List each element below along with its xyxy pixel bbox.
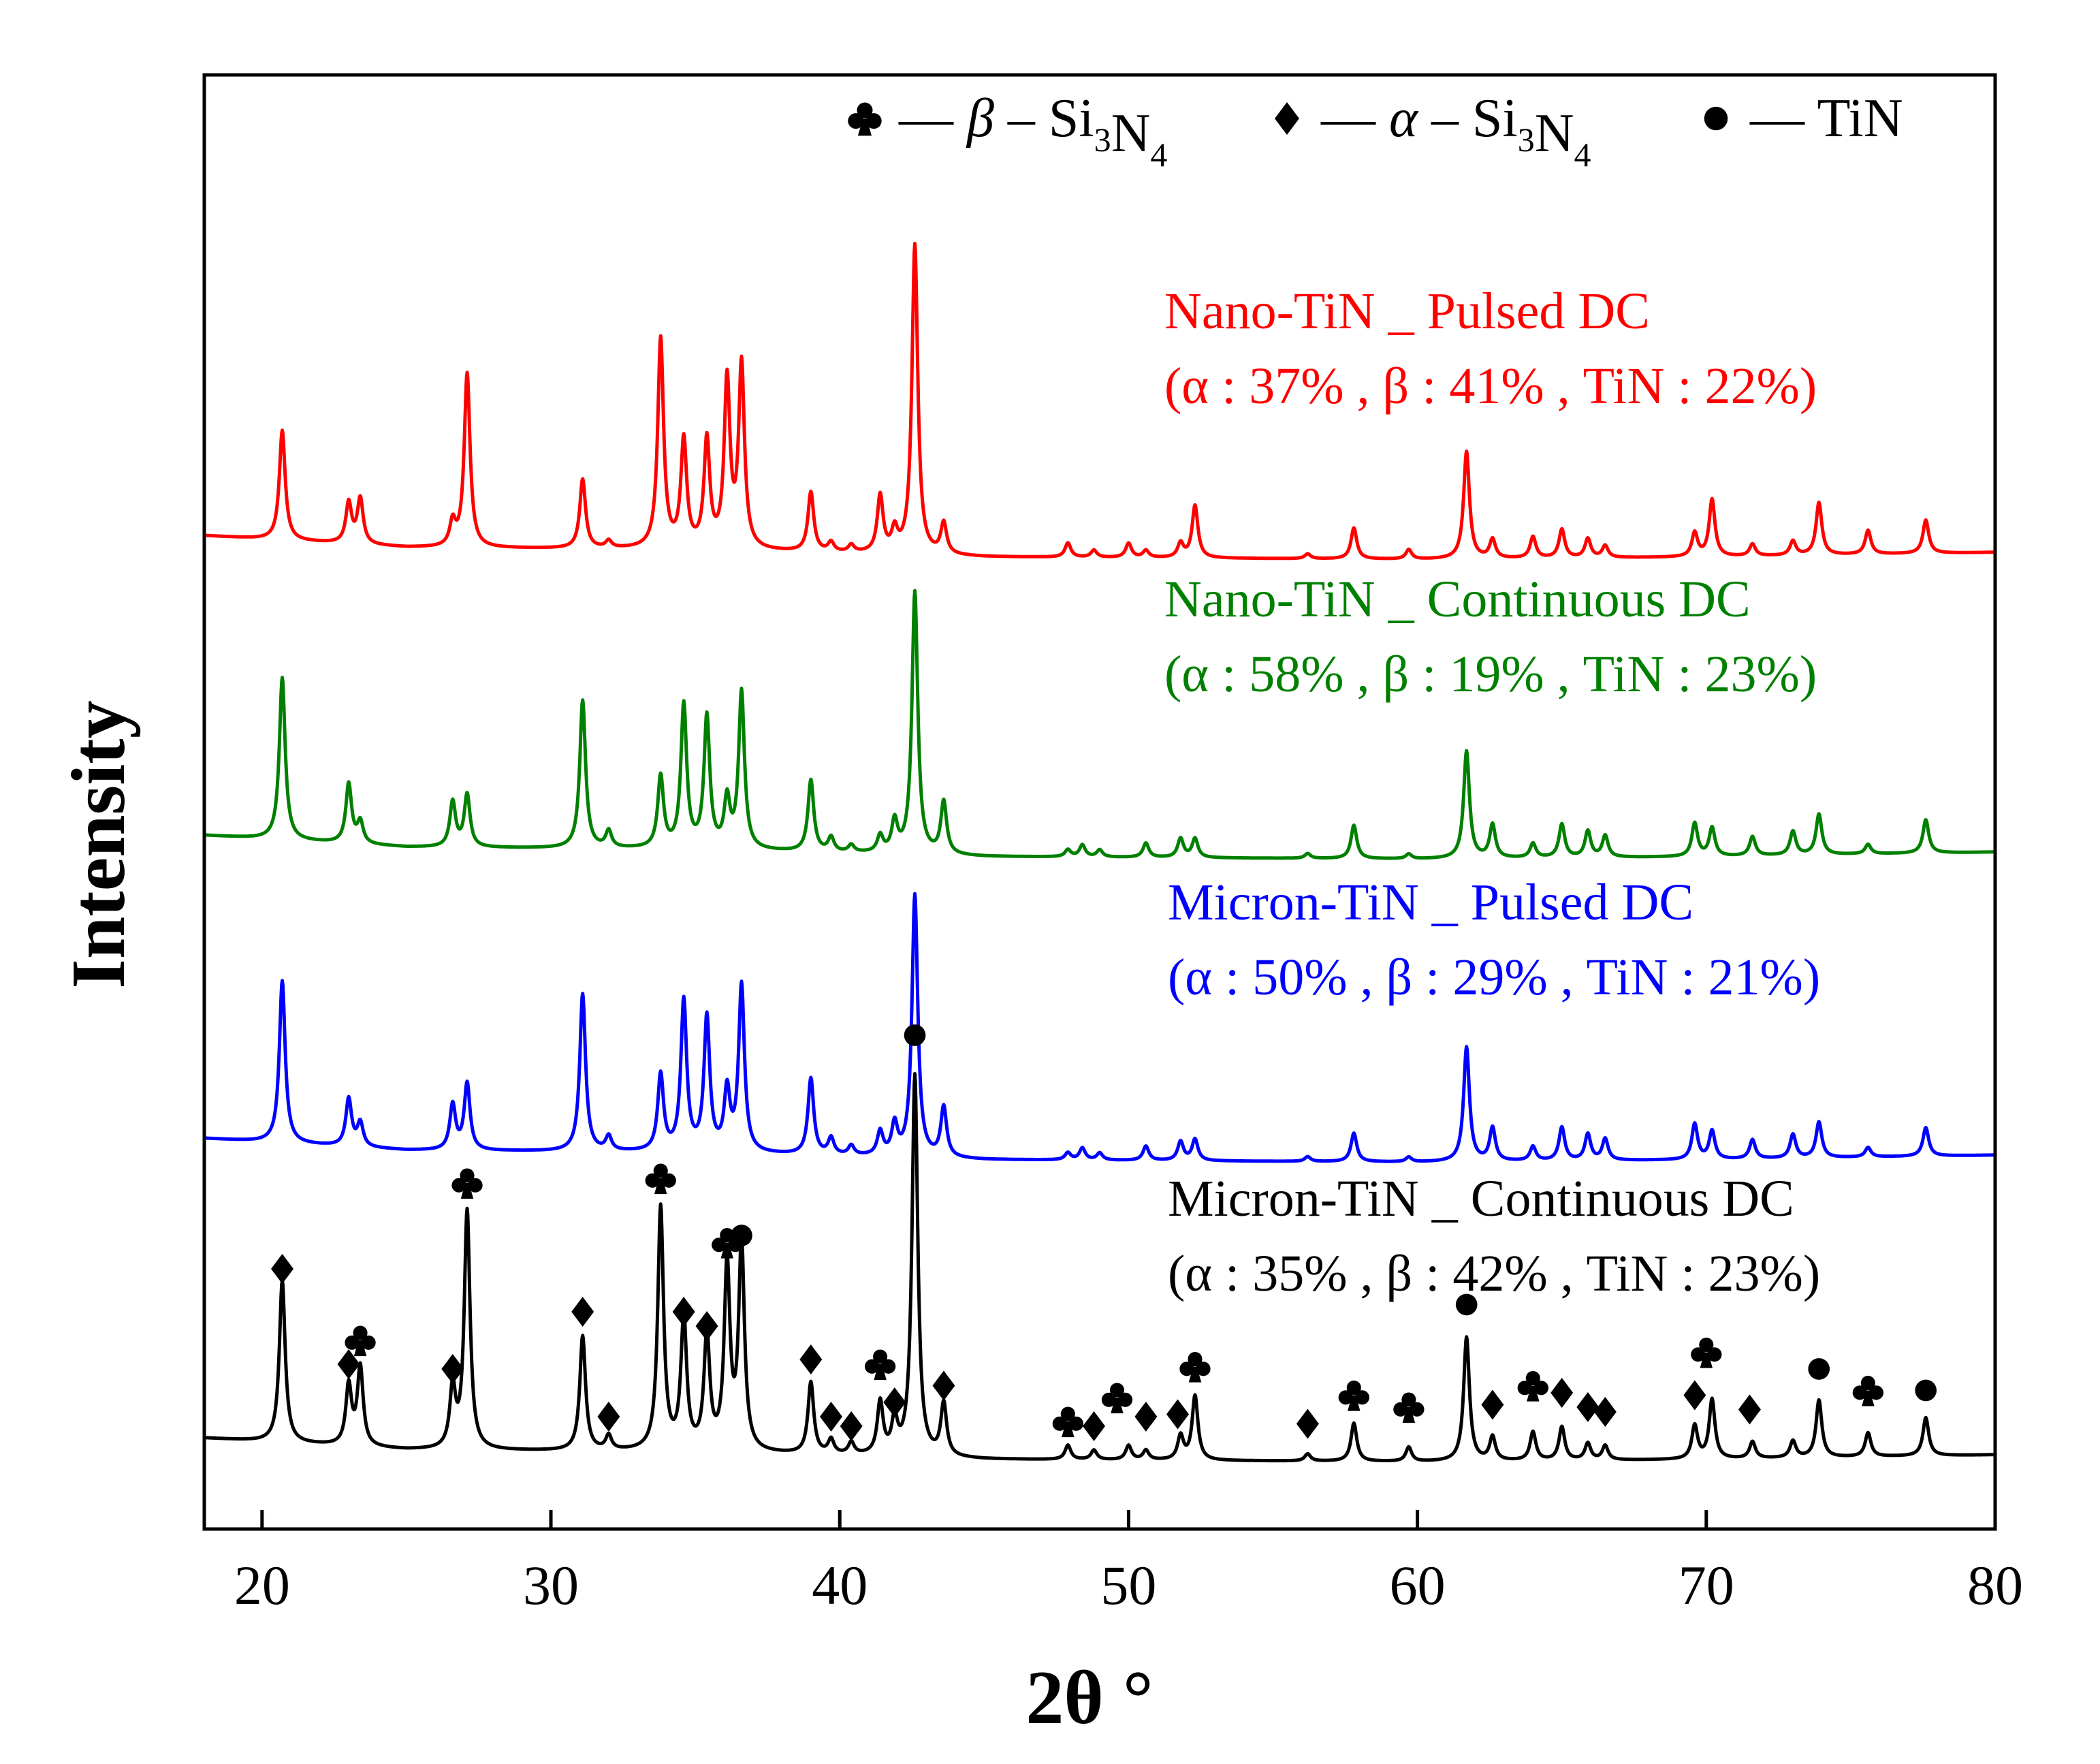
phase-marker-club	[1338, 1380, 1369, 1411]
legend-dot-icon	[1704, 106, 1728, 131]
y-axis-label: Intensity	[57, 700, 141, 988]
marker-layer	[271, 1024, 1937, 1441]
series-line-micron-tin-pulsed-dc	[203, 892, 1996, 1163]
x-tick-label: 40	[812, 1554, 868, 1616]
legend-entry-label: — TiN	[1749, 89, 1903, 148]
phase-marker-club	[1101, 1383, 1133, 1414]
x-tick-label: 30	[523, 1554, 579, 1616]
phase-marker-diamond	[840, 1411, 863, 1441]
series-name-label: Nano-TiN _ Continuous DC	[1164, 571, 1751, 628]
legend-club-icon	[848, 102, 882, 136]
series-composition-label: (α : 58% , β : 19% , TiN : 23%)	[1164, 646, 1817, 703]
legend-entry-label: — α – Si3N4	[1320, 89, 1591, 174]
series-composition-label: (α : 35% , β : 42% , TiN : 23%)	[1168, 1245, 1820, 1302]
x-axis: 20 30 40 50 60 70 80	[234, 1510, 2023, 1616]
phase-marker-club	[1179, 1351, 1211, 1383]
phase-marker-club	[345, 1325, 376, 1357]
phase-marker-diamond	[1134, 1402, 1158, 1432]
legend-diamond-icon	[1275, 102, 1299, 135]
plot-frame	[202, 73, 1997, 1531]
phase-marker-diamond	[695, 1311, 718, 1341]
phase-marker-dot	[1455, 1293, 1478, 1316]
phase-marker-diamond	[1593, 1397, 1617, 1427]
phase-marker-club	[645, 1163, 676, 1195]
series-line-micron-tin-continuous-dc	[203, 1072, 1996, 1463]
x-tick-label: 80	[1967, 1554, 2023, 1616]
series-labels: Micron-TiN _ Continuous DC (α : 35% , β :…	[1164, 283, 1820, 1302]
legend: — β – Si3N4 — α – Si3N4 — TiN	[848, 89, 1903, 174]
series-name-label: Nano-TiN _ Pulsed DC	[1164, 283, 1650, 340]
phase-marker-diamond	[1083, 1411, 1106, 1441]
phase-marker-diamond	[571, 1297, 594, 1327]
phase-marker-diamond	[441, 1354, 464, 1384]
series-line-nano-tin-pulsed-dc	[203, 242, 1996, 561]
phase-marker-club	[451, 1168, 483, 1199]
x-tick-label: 50	[1100, 1554, 1156, 1616]
phase-marker-diamond	[597, 1402, 620, 1432]
phase-marker-diamond	[1576, 1392, 1600, 1422]
phase-marker-club	[1052, 1406, 1083, 1438]
phase-marker-club	[1393, 1392, 1425, 1423]
phase-marker-diamond	[1550, 1378, 1574, 1408]
x-tick-label: 60	[1390, 1554, 1446, 1616]
phase-marker-diamond	[799, 1344, 823, 1374]
phase-marker-dot	[1808, 1358, 1830, 1380]
phase-marker-diamond	[932, 1370, 955, 1401]
phase-marker-diamond	[337, 1349, 360, 1379]
phase-marker-diamond	[672, 1297, 695, 1327]
phase-marker-club	[864, 1349, 896, 1381]
phase-marker-diamond	[1738, 1394, 1761, 1425]
phase-marker-diamond	[271, 1254, 294, 1284]
phase-marker-club	[1852, 1375, 1884, 1406]
phase-marker-dot	[1915, 1379, 1937, 1402]
series-composition-label: (α : 50% , β : 29% , TiN : 21%)	[1168, 949, 1820, 1006]
series-line-nano-tin-continuous-dc	[203, 588, 1996, 860]
x-tick-label: 20	[234, 1554, 290, 1616]
phase-marker-dot	[904, 1024, 926, 1046]
phase-marker-diamond	[1683, 1380, 1706, 1411]
trace-layer	[203, 242, 1996, 1463]
phase-marker-dot	[731, 1225, 752, 1246]
legend-entry-label: — β – Si3N4	[898, 89, 1167, 174]
series-name-label: Micron-TiN _ Continuous DC	[1168, 1170, 1794, 1227]
phase-marker-club	[1691, 1337, 1722, 1368]
series-name-label: Micron-TiN _ Pulsed DC	[1168, 874, 1693, 931]
phase-marker-diamond	[820, 1402, 842, 1432]
series-composition-label: (α : 37% , β : 41% , TiN : 22%)	[1164, 358, 1817, 415]
x-axis-label: 2θ °	[1025, 1656, 1153, 1740]
phase-marker-diamond	[1296, 1408, 1319, 1439]
phase-marker-diamond	[1166, 1399, 1190, 1430]
x-tick-label: 70	[1679, 1554, 1734, 1616]
phase-marker-club	[1517, 1370, 1548, 1402]
phase-marker-diamond	[1481, 1389, 1504, 1420]
phase-marker-diamond	[883, 1387, 906, 1417]
